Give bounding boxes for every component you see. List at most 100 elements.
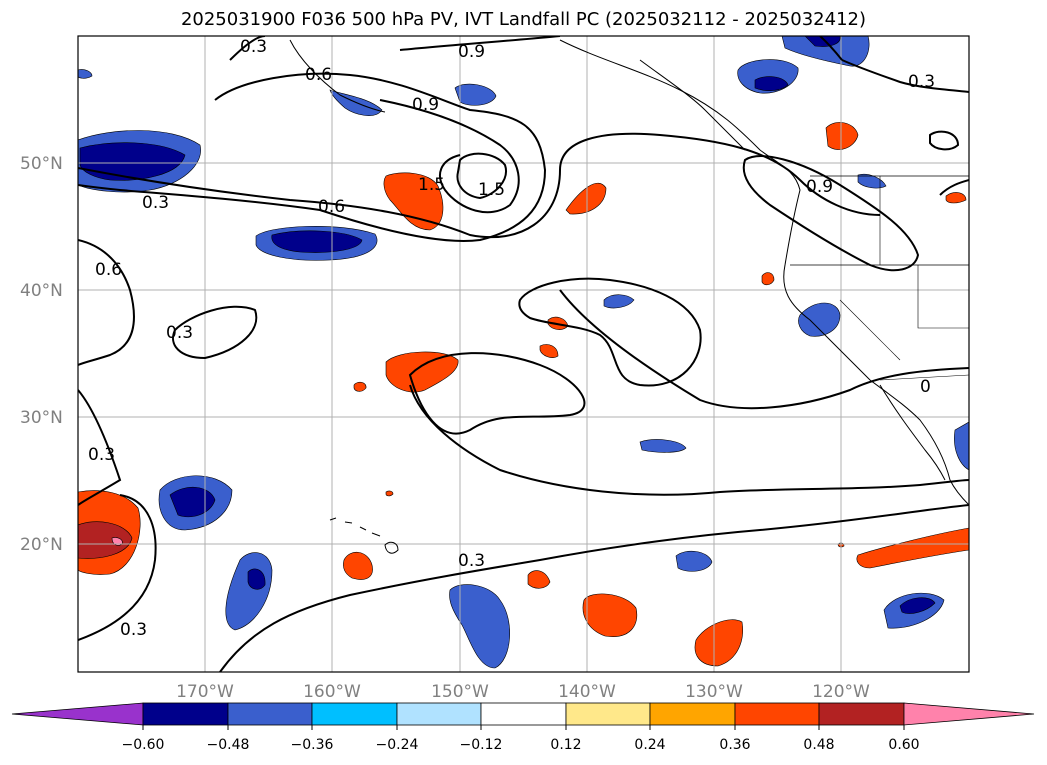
colorbar-tick-labels: −0.60 −0.48 −0.36 −0.24 −0.12 0.12 0.24 … — [122, 737, 920, 753]
us-state-border — [839, 299, 901, 361]
contour-label: 0.3 — [458, 551, 485, 571]
pv-contour — [78, 494, 157, 641]
pv-contour — [456, 152, 507, 200]
longitude-label: 140°W — [558, 682, 616, 702]
colorbar-segment — [311, 702, 398, 726]
contour-label: 0.9 — [412, 95, 439, 115]
negative-anomaly-area — [603, 294, 635, 309]
colorbar-extend-right — [903, 702, 1035, 726]
latitude-label: 30°N — [20, 408, 63, 428]
contour-label: 0.3 — [908, 72, 935, 92]
contour-label: 1.5 — [478, 180, 505, 200]
contour-label: 1.5 — [418, 175, 445, 195]
north-america-coastline — [559, 39, 969, 506]
colorbar-segment — [480, 702, 567, 726]
colorbar-segment — [227, 702, 313, 726]
pv-contour — [819, 36, 969, 93]
colorbar-segment — [818, 702, 905, 726]
map-title: 2025031900 F036 500 hPa PV, IVT Landfall… — [180, 9, 867, 30]
positive-anomaly-area — [353, 381, 367, 392]
contour-label: 0.3 — [88, 445, 115, 465]
latitude-label: 20°N — [20, 535, 63, 555]
negative-anomaly-area — [271, 230, 363, 253]
longitude-label: 150°W — [431, 682, 489, 702]
negative-anomaly-area — [899, 597, 936, 614]
negative-anomaly-area — [954, 421, 969, 471]
pv-contour — [78, 132, 881, 239]
pv-contour — [409, 384, 969, 496]
colorbar-tick-label: −0.12 — [460, 737, 503, 753]
longitude-label: 170°W — [176, 682, 234, 702]
negative-anomaly-area — [79, 142, 186, 181]
alaska-coastline — [289, 39, 386, 113]
latitude-label: 40°N — [20, 281, 63, 301]
colorbar-tick-label: 0.60 — [888, 737, 919, 753]
positive-anomaly-area — [856, 527, 969, 569]
contour-label: 0.6 — [305, 65, 332, 85]
pv-contour — [939, 179, 969, 196]
longitude-label: 130°W — [685, 682, 743, 702]
positive-anomaly-area — [565, 182, 607, 215]
latitude-label: 50°N — [20, 154, 63, 174]
contour-label: 0.3 — [240, 37, 267, 57]
positive-anomaly-area — [343, 552, 373, 580]
colorbar-tick-label: −0.36 — [291, 737, 334, 753]
pv-contour — [408, 352, 586, 435]
pv-contour — [172, 305, 258, 360]
positive-anomaly-area — [383, 172, 444, 231]
negative-anomaly-area — [754, 76, 789, 91]
latitude-labels: 50°N 40°N 30°N 20°N — [20, 154, 63, 555]
island-chain-coastline — [639, 59, 746, 151]
colorbar-segment — [649, 702, 736, 726]
colorbar — [11, 702, 1035, 726]
negative-anomaly-area — [675, 550, 713, 572]
contour-label: 0.6 — [318, 197, 345, 217]
pv-contour — [219, 504, 969, 672]
positive-anomaly-areas — [78, 122, 969, 667]
pv-contour — [518, 277, 702, 387]
colorbar-segment — [734, 702, 820, 726]
colorbar-tick-label: −0.24 — [376, 737, 419, 753]
pv-contour — [399, 36, 561, 51]
negative-anomaly-area — [781, 36, 870, 67]
positive-anomaly-area — [825, 122, 859, 150]
negative-anomaly-area — [798, 302, 841, 337]
colorbar-segment — [142, 702, 229, 726]
pv-contour — [78, 389, 122, 506]
contour-label: 0.3 — [142, 193, 169, 213]
mexico-us-border — [879, 374, 969, 381]
positive-anomaly-area — [539, 344, 559, 358]
colorbar-tick-label: 0.24 — [634, 737, 665, 753]
contour-labels: 0.9 0.6 0.9 0.3 1.5 1.5 0.6 0.3 0.6 0.3 … — [88, 37, 935, 640]
positive-anomaly-area — [385, 490, 394, 497]
positive-anomaly-area — [78, 521, 133, 559]
longitude-label: 120°W — [812, 682, 870, 702]
positive-anomaly-area — [385, 351, 459, 393]
negative-anomaly-area — [639, 439, 687, 453]
baja-california-coastline — [879, 384, 946, 481]
pv-contour — [78, 239, 135, 366]
contour-label: 0.6 — [95, 260, 122, 280]
colorbar-tick-label: 0.36 — [719, 737, 750, 753]
negative-anomaly-areas — [78, 36, 969, 669]
colorbar-segment — [565, 702, 651, 726]
pv-contour — [379, 99, 520, 214]
longitude-label: 160°W — [303, 682, 361, 702]
negative-anomaly-area — [857, 173, 887, 189]
colorbar-tick-label: −0.60 — [122, 737, 165, 753]
colorbar-tick-label: −0.48 — [207, 737, 250, 753]
contour-label: 0.3 — [120, 620, 147, 640]
hawaii-islands — [329, 517, 399, 554]
negative-anomaly-area — [247, 568, 266, 590]
negative-anomaly-area — [449, 584, 510, 669]
positive-anomaly-area — [945, 192, 967, 204]
map-frame — [77, 35, 970, 673]
pv-contour — [559, 289, 969, 410]
pv-contour — [742, 155, 920, 272]
colorbar-tick-label: 0.12 — [550, 737, 581, 753]
negative-anomaly-area — [169, 487, 216, 518]
colorbar-tick-label: 0.48 — [803, 737, 834, 753]
positive-anomaly-area — [694, 619, 743, 667]
coastlines — [289, 39, 969, 554]
